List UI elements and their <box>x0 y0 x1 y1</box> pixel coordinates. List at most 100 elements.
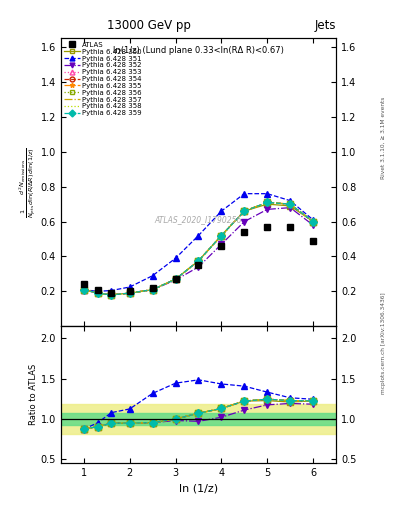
Pythia 6.428 359 <box>288 201 292 207</box>
Pythia 6.428 358 <box>109 292 114 298</box>
Pythia 6.428 356 <box>173 276 178 282</box>
Pythia 6.428 358 <box>95 290 100 296</box>
Pythia 6.428 356 <box>95 290 100 296</box>
Pythia 6.428 352 <box>196 264 201 270</box>
Pythia 6.428 358 <box>311 219 316 225</box>
X-axis label: ln (1/z): ln (1/z) <box>179 484 218 494</box>
ATLAS <box>173 276 178 282</box>
Pythia 6.428 350 <box>127 290 132 296</box>
Pythia 6.428 353 <box>265 199 270 205</box>
ATLAS <box>288 224 292 230</box>
Pythia 6.428 355 <box>109 292 114 298</box>
Bar <box>61 413 336 425</box>
Pythia 6.428 354 <box>242 208 247 214</box>
Line: Pythia 6.428 356: Pythia 6.428 356 <box>81 200 316 297</box>
Pythia 6.428 350 <box>311 219 316 225</box>
ATLAS <box>109 290 114 296</box>
Pythia 6.428 350 <box>242 208 247 214</box>
Pythia 6.428 358 <box>173 276 178 282</box>
Pythia 6.428 357 <box>242 208 247 214</box>
Pythia 6.428 352 <box>95 290 100 296</box>
Pythia 6.428 357 <box>81 287 86 293</box>
Pythia 6.428 355 <box>196 258 201 264</box>
Line: ATLAS: ATLAS <box>81 224 316 296</box>
Pythia 6.428 350 <box>265 201 270 207</box>
ATLAS <box>265 224 270 230</box>
Pythia 6.428 358 <box>288 201 292 207</box>
ATLAS <box>196 262 201 268</box>
Y-axis label: $\frac{1}{N_\mathrm{jets}}\frac{d^2 N_\mathrm{emissions}}{d\ln(R/\Delta R)\,d\ln: $\frac{1}{N_\mathrm{jets}}\frac{d^2 N_\m… <box>17 147 38 218</box>
Pythia 6.428 359 <box>109 292 114 298</box>
Pythia 6.428 354 <box>173 276 178 282</box>
Pythia 6.428 359 <box>242 208 247 214</box>
ATLAS <box>127 288 132 294</box>
Legend: ATLAS, Pythia 6.428 350, Pythia 6.428 351, Pythia 6.428 352, Pythia 6.428 353, P: ATLAS, Pythia 6.428 350, Pythia 6.428 35… <box>63 40 143 118</box>
Pythia 6.428 351 <box>219 208 224 214</box>
Pythia 6.428 354 <box>95 290 100 296</box>
Pythia 6.428 359 <box>265 199 270 205</box>
Pythia 6.428 352 <box>265 206 270 212</box>
Pythia 6.428 353 <box>173 276 178 282</box>
Pythia 6.428 357 <box>150 287 155 293</box>
Pythia 6.428 351 <box>150 272 155 279</box>
Line: Pythia 6.428 352: Pythia 6.428 352 <box>81 205 316 297</box>
Pythia 6.428 355 <box>150 287 155 293</box>
Pythia 6.428 352 <box>311 222 316 228</box>
Pythia 6.428 351 <box>127 284 132 290</box>
ATLAS <box>95 287 100 293</box>
Pythia 6.428 353 <box>311 219 316 225</box>
Pythia 6.428 350 <box>219 232 224 239</box>
Pythia 6.428 353 <box>219 232 224 239</box>
Y-axis label: Ratio to ATLAS: Ratio to ATLAS <box>29 364 38 425</box>
Pythia 6.428 350 <box>95 290 100 296</box>
ATLAS <box>150 285 155 291</box>
Pythia 6.428 355 <box>173 276 178 282</box>
Pythia 6.428 358 <box>242 208 247 214</box>
Pythia 6.428 359 <box>311 219 316 225</box>
Pythia 6.428 356 <box>219 232 224 239</box>
Pythia 6.428 352 <box>219 241 224 247</box>
Pythia 6.428 353 <box>109 292 114 298</box>
Pythia 6.428 357 <box>288 201 292 207</box>
Text: Jets: Jets <box>314 19 336 32</box>
Pythia 6.428 357 <box>196 258 201 264</box>
Pythia 6.428 353 <box>288 201 292 207</box>
Line: Pythia 6.428 353: Pythia 6.428 353 <box>81 200 316 297</box>
Pythia 6.428 353 <box>196 258 201 264</box>
Pythia 6.428 355 <box>265 199 270 205</box>
Text: ATLAS_2020_I1790256: ATLAS_2020_I1790256 <box>155 215 242 224</box>
Text: Rivet 3.1.10, ≥ 3.1M events: Rivet 3.1.10, ≥ 3.1M events <box>381 97 386 179</box>
Pythia 6.428 354 <box>127 290 132 296</box>
Pythia 6.428 357 <box>127 290 132 296</box>
Pythia 6.428 358 <box>150 287 155 293</box>
Pythia 6.428 354 <box>150 287 155 293</box>
Pythia 6.428 351 <box>311 217 316 223</box>
Pythia 6.428 353 <box>150 287 155 293</box>
Pythia 6.428 359 <box>95 290 100 296</box>
Pythia 6.428 350 <box>288 203 292 209</box>
Pythia 6.428 355 <box>288 201 292 207</box>
Pythia 6.428 353 <box>95 290 100 296</box>
Pythia 6.428 354 <box>219 232 224 239</box>
ATLAS <box>311 238 316 244</box>
Pythia 6.428 355 <box>81 287 86 293</box>
Pythia 6.428 358 <box>265 199 270 205</box>
Pythia 6.428 355 <box>127 290 132 296</box>
Text: ln(1/z) (Lund plane 0.33<ln(RΔ R)<0.67): ln(1/z) (Lund plane 0.33<ln(RΔ R)<0.67) <box>113 46 284 55</box>
Line: Pythia 6.428 358: Pythia 6.428 358 <box>84 202 313 295</box>
Pythia 6.428 353 <box>242 208 247 214</box>
Pythia 6.428 356 <box>81 287 86 293</box>
Pythia 6.428 351 <box>95 288 100 294</box>
Pythia 6.428 352 <box>242 219 247 225</box>
Pythia 6.428 358 <box>127 290 132 296</box>
Pythia 6.428 350 <box>150 287 155 293</box>
Pythia 6.428 352 <box>150 287 155 293</box>
Line: Pythia 6.428 351: Pythia 6.428 351 <box>81 191 316 294</box>
Pythia 6.428 357 <box>311 219 316 225</box>
Pythia 6.428 358 <box>81 287 86 293</box>
Pythia 6.428 359 <box>196 258 201 264</box>
Pythia 6.428 353 <box>127 290 132 296</box>
Pythia 6.428 352 <box>288 205 292 211</box>
Pythia 6.428 355 <box>219 232 224 239</box>
Pythia 6.428 357 <box>265 199 270 205</box>
